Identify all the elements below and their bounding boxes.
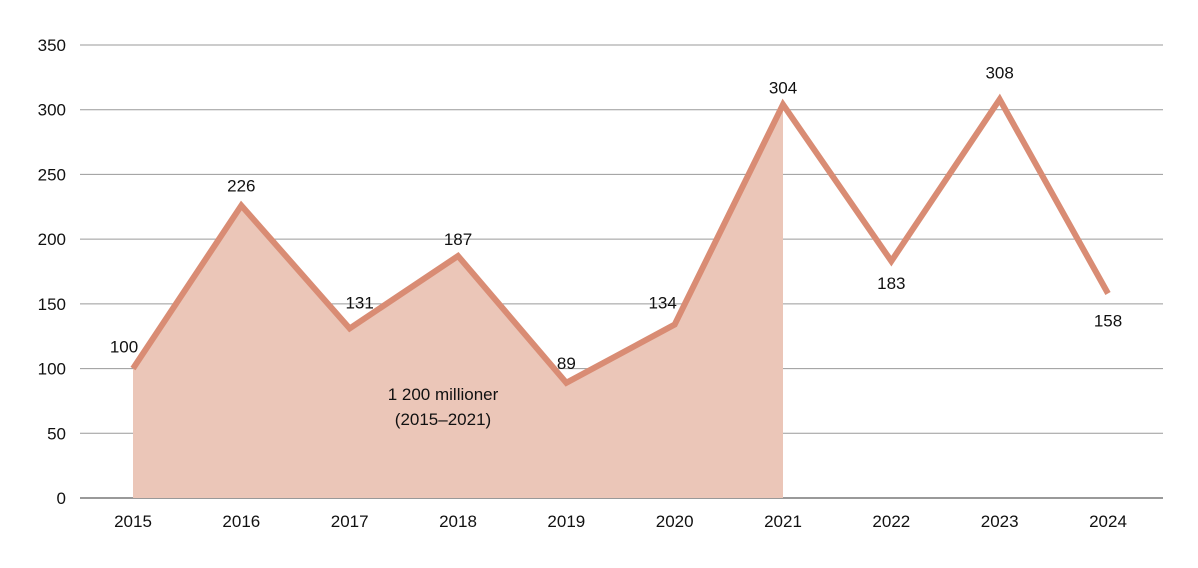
data-label: 131 bbox=[345, 293, 373, 312]
y-tick-label: 200 bbox=[38, 230, 66, 249]
data-label: 134 bbox=[648, 294, 676, 313]
x-tick-label: 2017 bbox=[331, 512, 369, 531]
x-tick-label: 2024 bbox=[1089, 512, 1127, 531]
data-label: 187 bbox=[444, 230, 472, 249]
annotation-line-1: 1 200 millioner bbox=[388, 385, 499, 404]
shaded-area-2015-2021 bbox=[133, 104, 783, 498]
series-line bbox=[130, 93, 1111, 387]
data-label: 89 bbox=[557, 354, 576, 373]
y-tick-label: 150 bbox=[38, 295, 66, 314]
y-tick-label: 350 bbox=[38, 36, 66, 55]
x-tick-label: 2022 bbox=[872, 512, 910, 531]
x-tick-label: 2015 bbox=[114, 512, 152, 531]
x-tick-label: 2018 bbox=[439, 512, 477, 531]
y-tick-label: 50 bbox=[47, 424, 66, 443]
y-tick-label: 100 bbox=[38, 360, 66, 379]
y-tick-label: 0 bbox=[57, 489, 66, 508]
data-label: 158 bbox=[1094, 312, 1122, 331]
annotation-line-2: (2015–2021) bbox=[395, 410, 491, 429]
y-tick-label: 250 bbox=[38, 165, 66, 184]
data-label: 100 bbox=[110, 338, 138, 357]
data-label: 226 bbox=[227, 176, 255, 195]
x-tick-label: 2019 bbox=[547, 512, 585, 531]
data-label: 183 bbox=[877, 274, 905, 293]
x-tick-label: 2023 bbox=[981, 512, 1019, 531]
x-tick-label: 2021 bbox=[764, 512, 802, 531]
x-tick-label: 2020 bbox=[656, 512, 694, 531]
data-label: 308 bbox=[985, 63, 1013, 82]
x-tick-label: 2016 bbox=[222, 512, 260, 531]
data-label: 304 bbox=[769, 79, 797, 98]
y-tick-label: 300 bbox=[38, 101, 66, 120]
